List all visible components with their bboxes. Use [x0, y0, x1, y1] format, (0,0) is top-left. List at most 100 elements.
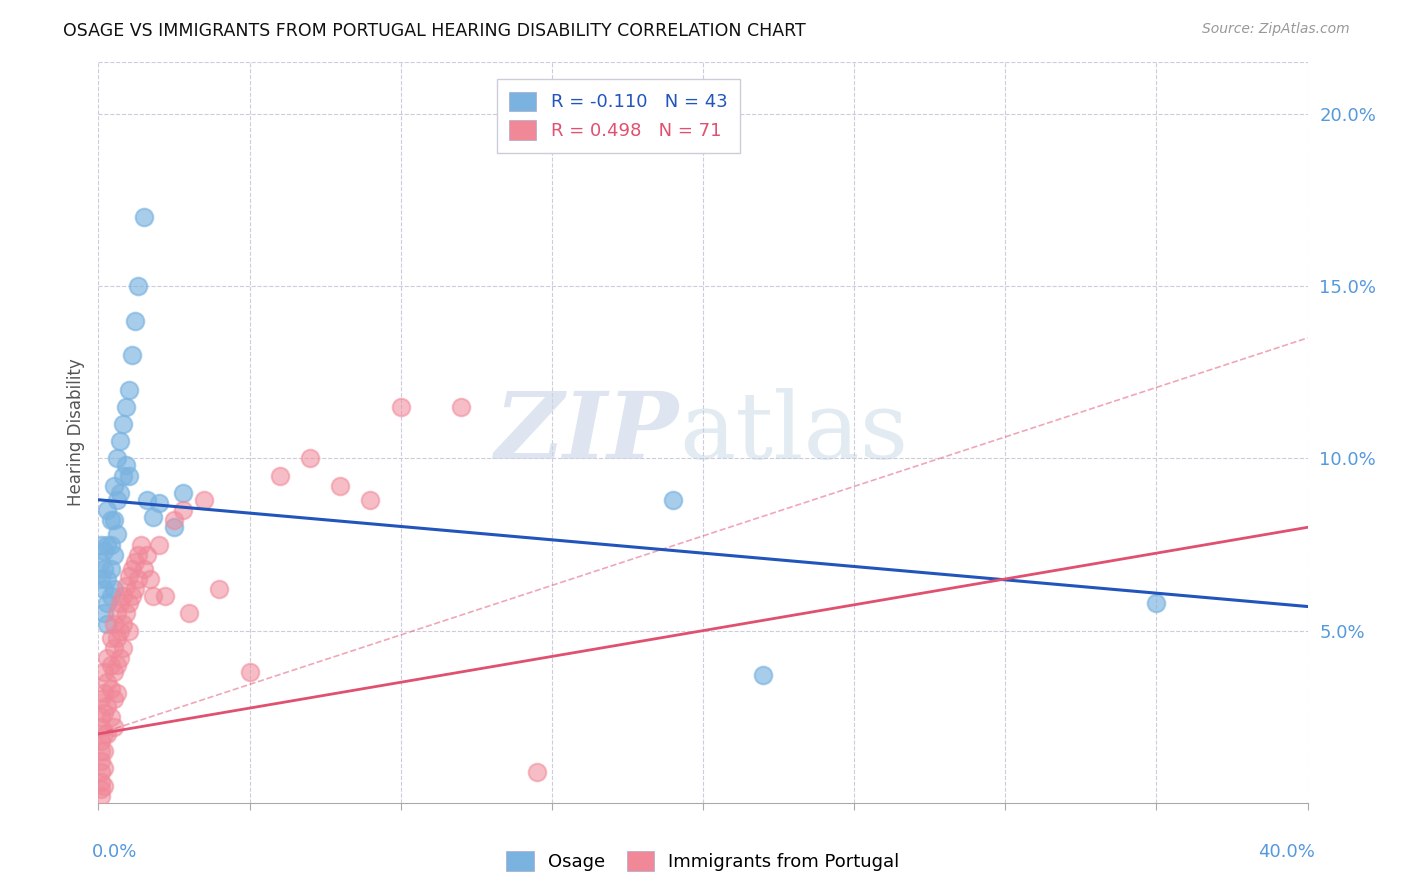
- Point: [103, 479, 125, 493]
- Point: [96, 699, 118, 714]
- Point: [111, 616, 134, 631]
- Point: [135, 492, 157, 507]
- Point: [96, 727, 118, 741]
- Point: [132, 561, 155, 575]
- Point: [105, 492, 128, 507]
- Point: [121, 348, 143, 362]
- Text: Source: ZipAtlas.com: Source: ZipAtlas.com: [1202, 22, 1350, 37]
- Point: [118, 383, 141, 397]
- Point: [105, 631, 128, 645]
- Y-axis label: Hearing Disability: Hearing Disability: [66, 359, 84, 507]
- Point: [93, 727, 115, 741]
- Point: [96, 675, 118, 690]
- Point: [90, 782, 112, 797]
- Point: [135, 548, 157, 562]
- Point: [90, 572, 112, 586]
- Point: [103, 548, 125, 562]
- Text: 40.0%: 40.0%: [1258, 843, 1315, 861]
- Point: [93, 544, 115, 558]
- Point: [132, 211, 155, 225]
- Point: [118, 568, 141, 582]
- Point: [1144, 596, 1167, 610]
- Point: [114, 607, 136, 621]
- Point: [100, 537, 122, 551]
- Point: [111, 589, 134, 603]
- Point: [103, 513, 125, 527]
- Point: [142, 510, 165, 524]
- Point: [100, 561, 122, 575]
- Point: [153, 589, 176, 603]
- Legend: R = -0.110   N = 43, R = 0.498   N = 71: R = -0.110 N = 43, R = 0.498 N = 71: [496, 78, 740, 153]
- Point: [208, 582, 231, 597]
- Point: [127, 279, 149, 293]
- Point: [96, 503, 118, 517]
- Point: [111, 640, 134, 655]
- Point: [103, 616, 125, 631]
- Point: [93, 744, 115, 758]
- Point: [100, 682, 122, 697]
- Point: [360, 492, 382, 507]
- Point: [90, 744, 112, 758]
- Point: [103, 720, 125, 734]
- Point: [299, 451, 322, 466]
- Point: [90, 692, 112, 706]
- Text: OSAGE VS IMMIGRANTS FROM PORTUGAL HEARING DISABILITY CORRELATION CHART: OSAGE VS IMMIGRANTS FROM PORTUGAL HEARIN…: [63, 22, 806, 40]
- Point: [96, 537, 118, 551]
- Point: [239, 665, 262, 679]
- Point: [129, 537, 152, 551]
- Point: [90, 555, 112, 569]
- Point: [93, 685, 115, 699]
- Point: [100, 709, 122, 723]
- Point: [114, 458, 136, 473]
- Point: [93, 706, 115, 721]
- Point: [526, 764, 548, 779]
- Point: [90, 537, 112, 551]
- Point: [105, 451, 128, 466]
- Text: ZIP: ZIP: [495, 388, 679, 477]
- Point: [90, 755, 112, 769]
- Point: [329, 479, 352, 493]
- Point: [172, 503, 194, 517]
- Point: [108, 486, 131, 500]
- Point: [163, 513, 186, 527]
- Point: [103, 640, 125, 655]
- Point: [100, 658, 122, 673]
- Point: [163, 520, 186, 534]
- Text: 0.0%: 0.0%: [91, 843, 136, 861]
- Point: [93, 761, 115, 775]
- Point: [93, 582, 115, 597]
- Point: [118, 468, 141, 483]
- Point: [108, 434, 131, 449]
- Point: [93, 607, 115, 621]
- Point: [90, 789, 112, 803]
- Point: [142, 589, 165, 603]
- Point: [118, 624, 141, 638]
- Point: [269, 468, 291, 483]
- Point: [124, 582, 146, 597]
- Point: [100, 513, 122, 527]
- Point: [90, 709, 112, 723]
- Point: [661, 492, 683, 507]
- Point: [127, 572, 149, 586]
- Point: [172, 486, 194, 500]
- Point: [148, 496, 170, 510]
- Point: [96, 596, 118, 610]
- Point: [103, 692, 125, 706]
- Point: [121, 561, 143, 575]
- Point: [179, 607, 201, 621]
- Point: [90, 775, 112, 789]
- Point: [450, 400, 472, 414]
- Point: [96, 572, 118, 586]
- Point: [90, 764, 112, 779]
- Point: [193, 492, 215, 507]
- Point: [105, 607, 128, 621]
- Point: [108, 624, 131, 638]
- Legend: Osage, Immigrants from Portugal: Osage, Immigrants from Portugal: [499, 844, 907, 879]
- Point: [127, 548, 149, 562]
- Point: [108, 596, 131, 610]
- Point: [389, 400, 412, 414]
- Point: [111, 417, 134, 431]
- Point: [90, 720, 112, 734]
- Point: [118, 596, 141, 610]
- Point: [105, 527, 128, 541]
